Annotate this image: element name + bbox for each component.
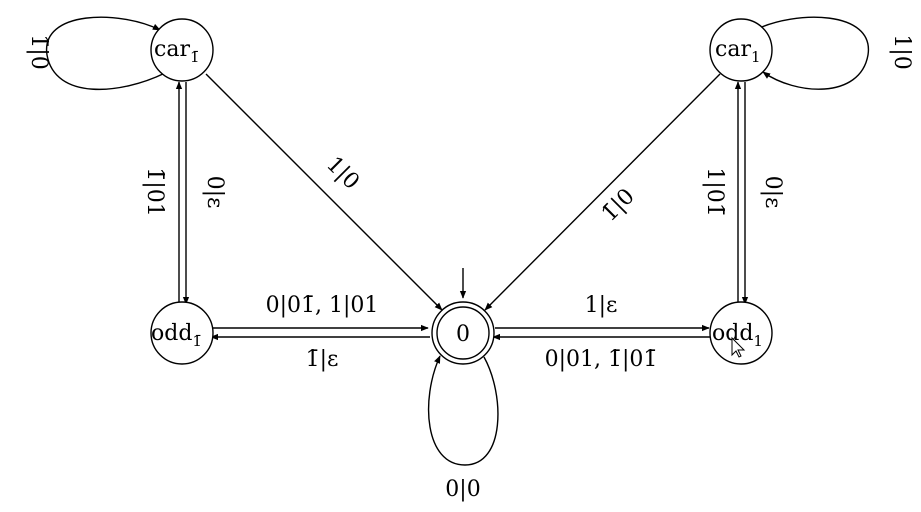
loop-car-pos-label: 1|0 (889, 34, 914, 69)
odd-pos-to-car-pos-label: 1|01̄ (702, 167, 727, 216)
accepting-ring (436, 306, 490, 360)
loop-car-pos-edge (754, 16, 869, 90)
state-odd-neg-sub: 1̄ (192, 332, 202, 350)
svg-text:car1̄: car1̄ (154, 37, 200, 66)
state-odd-pos: odd1 (709, 301, 773, 365)
loop-car-neg-edge (46, 16, 166, 91)
loop-zero-edge (427, 355, 499, 466)
loop-zero-label: 0|0 (445, 477, 480, 502)
car-pos-to-zero-edge (484, 73, 721, 311)
state-zero: 0 (431, 301, 495, 365)
state-odd-pos-sub: 1 (753, 332, 763, 350)
state-car-pos: car1 (709, 18, 773, 82)
zero-to-odd-neg-label: 1̄|ε (306, 347, 339, 372)
zero-to-odd-pos-label: 1|ε (585, 293, 618, 318)
loop-car-neg-label: 1̄|0 (26, 34, 51, 69)
mouse-cursor-icon (731, 336, 746, 358)
state-odd-neg-name: odd (151, 321, 192, 346)
car-neg-to-odd-neg-label: 0|ε (202, 176, 227, 209)
state-car-pos-name: car (715, 37, 751, 62)
odd-neg-to-car-neg-label: 1̄|01 (142, 167, 167, 216)
car-pos-to-odd-pos-label: 0|ε (760, 176, 785, 209)
state-odd-neg: odd1̄ (150, 301, 214, 365)
car-neg-to-zero-label: 1|0 (321, 152, 364, 195)
odd-neg-to-zero-label: 0|01̄, 1|01 (266, 293, 379, 318)
state-zero-name: 0 (456, 322, 470, 347)
car-neg-to-zero-edge (205, 73, 443, 311)
state-car-neg: car1̄ (150, 18, 214, 82)
state-car-neg-name: car (154, 37, 190, 62)
state-car-neg-sub: 1̄ (190, 48, 200, 66)
state-car-pos-sub: 1 (751, 48, 761, 66)
svg-text:car1: car1 (715, 37, 761, 66)
odd-pos-to-zero-label: 0|01, 1̄|01̄ (545, 347, 658, 372)
svg-text:odd1̄: odd1̄ (151, 321, 202, 350)
